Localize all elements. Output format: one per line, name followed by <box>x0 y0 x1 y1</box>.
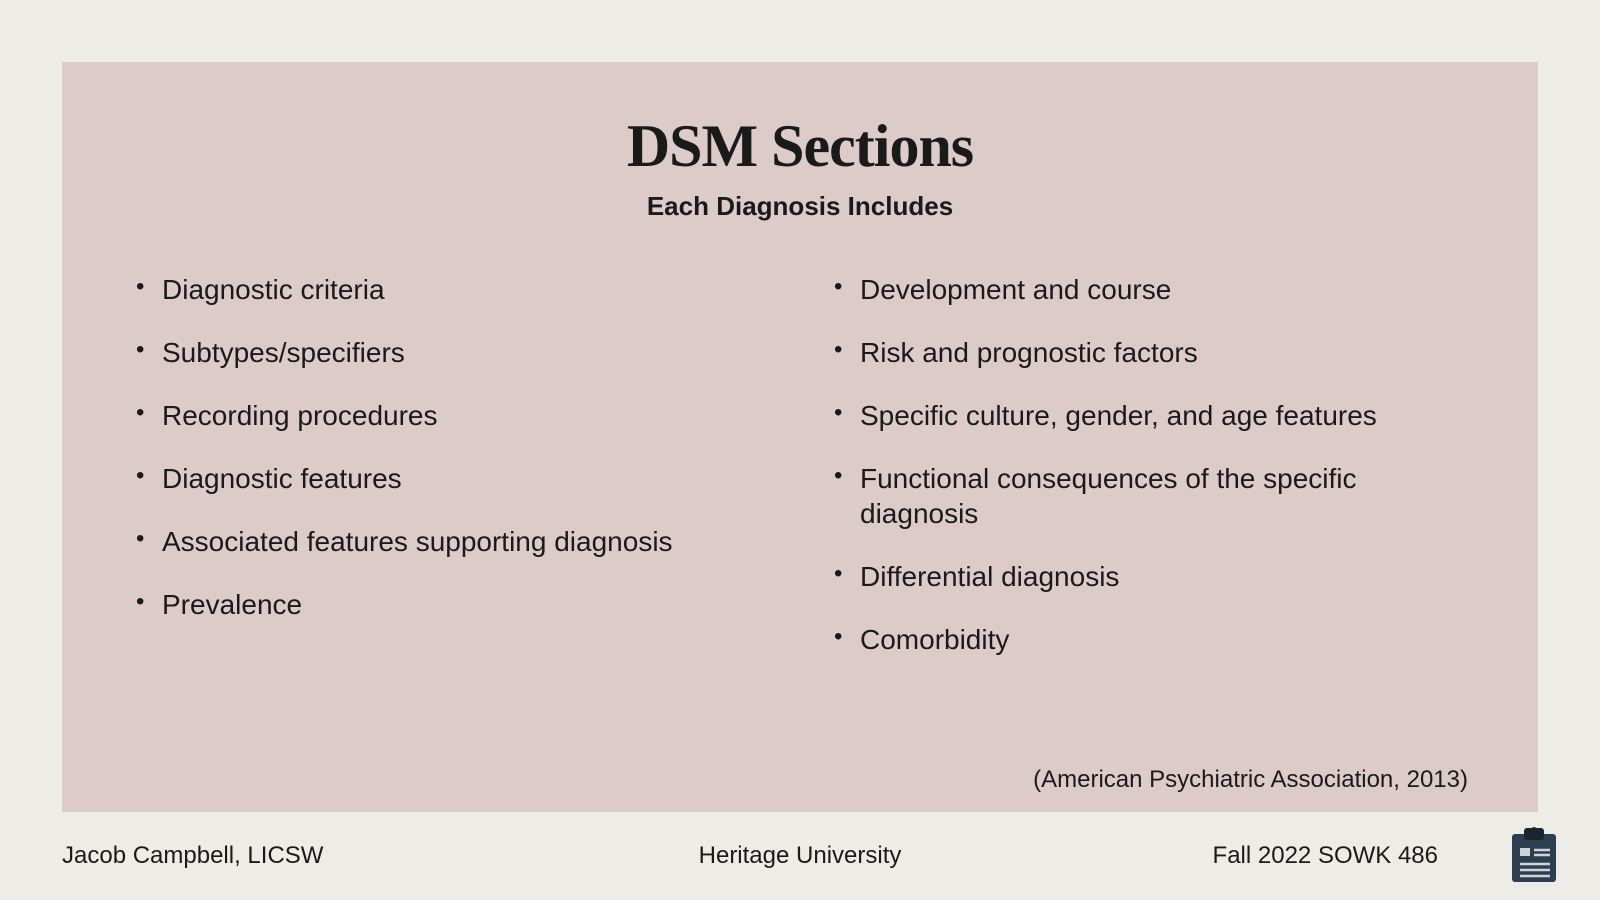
slide-footer: Jacob Campbell, LICSW Heritage Universit… <box>0 812 1600 900</box>
list-item: Development and course <box>830 272 1468 307</box>
clipboard-icon <box>1508 826 1560 884</box>
footer-course: Fall 2022 SOWK 486 <box>1213 842 1438 870</box>
list-item: Specific culture, gender, and age featur… <box>830 398 1468 433</box>
list-item: Functional consequences of the specific … <box>830 461 1468 531</box>
list-item: Recording procedures <box>132 398 770 433</box>
citation-text: (American Psychiatric Association, 2013) <box>1033 766 1468 794</box>
list-item: Prevalence <box>132 587 770 622</box>
list-item: Comorbidity <box>830 622 1468 657</box>
list-item: Diagnostic criteria <box>132 272 770 307</box>
list-item: Diagnostic features <box>132 461 770 496</box>
slide-subtitle: Each Diagnosis Includes <box>132 191 1468 222</box>
list-item: Risk and prognostic factors <box>830 335 1468 370</box>
footer-author: Jacob Campbell, LICSW <box>62 842 323 870</box>
content-panel: DSM Sections Each Diagnosis Includes Dia… <box>62 62 1538 812</box>
slide-title: DSM Sections <box>132 112 1468 181</box>
right-bullet-list: Development and course Risk and prognost… <box>830 272 1468 657</box>
columns-container: Diagnostic criteria Subtypes/specifiers … <box>132 272 1468 685</box>
left-bullet-list: Diagnostic criteria Subtypes/specifiers … <box>132 272 770 622</box>
footer-institution: Heritage University <box>699 842 902 870</box>
right-column: Development and course Risk and prognost… <box>830 272 1468 685</box>
list-item: Differential diagnosis <box>830 559 1468 594</box>
list-item: Associated features supporting diagnosis <box>132 524 770 559</box>
left-column: Diagnostic criteria Subtypes/specifiers … <box>132 272 770 685</box>
list-item: Subtypes/specifiers <box>132 335 770 370</box>
